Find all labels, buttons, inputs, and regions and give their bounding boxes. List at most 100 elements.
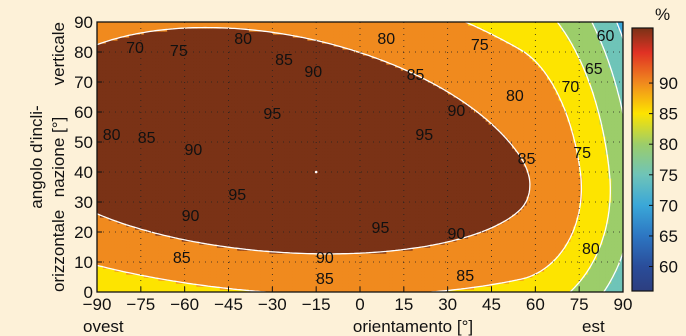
heatmap-cell xyxy=(134,268,139,272)
heatmap-cell xyxy=(590,286,595,290)
heatmap-cell xyxy=(275,262,279,266)
heatmap-cell xyxy=(409,265,414,269)
heatmap-cell xyxy=(149,277,154,281)
heatmap-cell xyxy=(497,262,501,266)
heatmap-cell xyxy=(386,271,390,275)
heatmap-cell xyxy=(155,274,159,278)
heatmap-cell xyxy=(284,271,288,275)
heatmap-cell xyxy=(269,289,273,292)
heatmap-cell xyxy=(473,289,478,292)
heatmap-cell xyxy=(158,259,162,263)
heatmap-cell xyxy=(348,274,352,278)
heatmap-cell xyxy=(216,271,221,275)
heatmap-cell xyxy=(286,268,291,272)
heatmap-cell xyxy=(295,283,300,287)
heatmap-cell xyxy=(377,274,382,278)
heatmap-cell xyxy=(564,277,569,281)
heatmap-cell xyxy=(400,277,405,281)
heatmap-cell xyxy=(593,280,598,284)
heatmap-cell xyxy=(476,280,481,284)
heatmap-cell xyxy=(213,280,218,284)
heatmap-cell xyxy=(310,274,314,278)
heatmap-cell xyxy=(251,259,256,263)
heatmap-cell xyxy=(564,265,569,269)
heatmap-cell xyxy=(509,274,513,278)
heatmap-cell xyxy=(257,271,262,275)
heatmap-cell xyxy=(400,289,405,292)
heatmap-cell xyxy=(374,277,379,281)
heatmap-cell xyxy=(208,286,212,290)
heatmap-cell xyxy=(406,283,411,287)
heatmap-cell xyxy=(272,262,276,266)
heatmap-cell xyxy=(611,262,615,266)
heatmap-cell xyxy=(167,280,171,284)
heatmap-cell xyxy=(392,265,396,269)
heatmap-cell xyxy=(319,271,323,275)
heatmap-cell xyxy=(114,262,119,266)
heatmap-cell xyxy=(222,274,227,278)
heatmap-cell xyxy=(254,286,259,290)
heatmap-cell xyxy=(269,277,273,281)
heatmap-cell xyxy=(430,274,434,278)
heatmap-cell xyxy=(316,262,320,266)
heatmap-cell xyxy=(251,277,256,281)
heatmap-cell xyxy=(254,289,259,292)
heatmap-cell xyxy=(263,271,268,275)
heatmap-cell xyxy=(599,280,604,284)
heatmap-cell xyxy=(111,286,116,290)
heatmap-cell xyxy=(582,280,586,284)
heatmap-cell xyxy=(576,277,580,281)
heatmap-cell xyxy=(509,262,513,266)
heatmap-cell xyxy=(330,259,335,263)
heatmap-cell xyxy=(506,262,510,266)
heatmap-cell xyxy=(620,277,623,281)
heatmap-cell xyxy=(441,262,446,266)
heatmap-cell xyxy=(120,262,124,266)
heatmap-cell xyxy=(243,259,247,263)
heatmap-cell xyxy=(246,280,250,284)
heatmap-cell xyxy=(301,286,306,290)
heatmap-cell xyxy=(547,286,551,290)
heatmap-cell xyxy=(278,274,282,278)
heatmap-cell xyxy=(421,289,425,292)
heatmap-cell xyxy=(219,259,224,263)
heatmap-cell xyxy=(322,274,326,278)
heatmap-cell xyxy=(205,289,209,292)
heatmap-cell xyxy=(111,265,116,269)
heatmap-cell xyxy=(164,283,168,287)
heatmap-cell xyxy=(412,271,417,275)
heatmap-cell xyxy=(164,280,168,284)
heatmap-cell xyxy=(284,277,288,281)
heatmap-cell xyxy=(237,289,241,292)
heatmap-cell xyxy=(362,280,367,284)
heatmap-cell xyxy=(430,277,434,281)
heatmap-cell xyxy=(248,265,253,269)
heatmap-cell xyxy=(307,277,311,281)
heatmap-cell xyxy=(327,283,332,287)
heatmap-cell xyxy=(491,271,496,275)
heatmap-cell xyxy=(97,280,101,284)
heatmap-cell xyxy=(316,259,320,263)
heatmap-cell xyxy=(529,280,534,284)
heatmap-cell xyxy=(383,265,387,269)
heatmap-cell xyxy=(348,262,352,266)
heatmap-cell xyxy=(284,283,288,287)
heatmap-cell xyxy=(424,262,428,266)
heatmap-cell xyxy=(175,289,180,292)
heatmap-cell xyxy=(336,268,341,272)
heatmap-cell xyxy=(126,289,130,292)
heatmap-cell xyxy=(161,280,165,284)
heatmap-cell xyxy=(304,286,308,290)
heatmap-cell xyxy=(210,265,215,269)
heatmap-cell xyxy=(614,262,618,266)
heatmap-cell xyxy=(547,268,551,272)
heatmap-cell xyxy=(547,262,551,266)
heatmap-cell xyxy=(620,265,623,269)
heatmap-cell xyxy=(380,262,384,266)
heatmap-cell xyxy=(167,277,171,281)
heatmap-cell xyxy=(371,274,376,278)
heatmap-cell xyxy=(324,274,329,278)
heatmap-cell xyxy=(587,271,592,275)
heatmap-cell xyxy=(295,259,300,263)
heatmap-cell xyxy=(263,283,268,287)
